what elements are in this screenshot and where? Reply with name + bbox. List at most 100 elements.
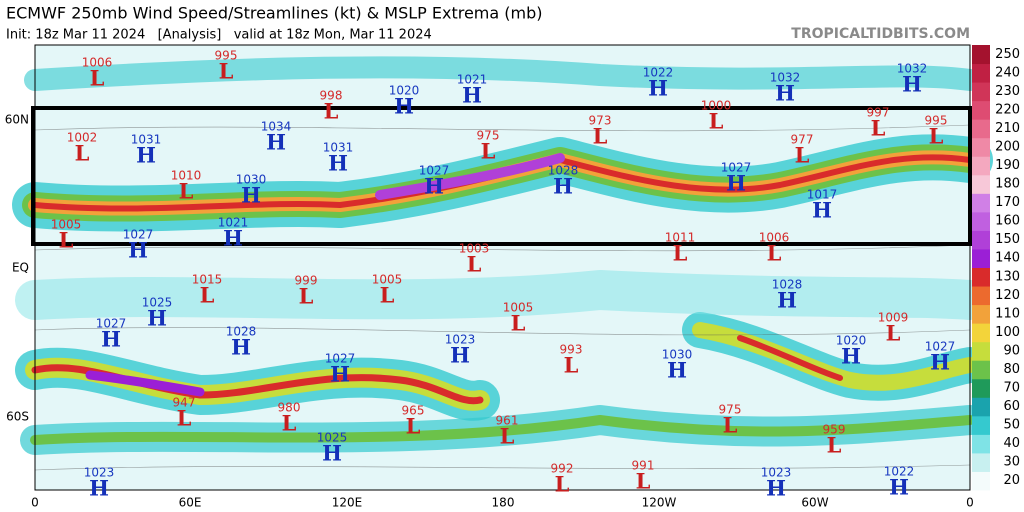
low-marker: L [467,252,482,277]
low-marker: L [636,469,651,494]
low-marker: L [827,433,842,458]
high-marker: H [147,306,167,331]
center-pressure: 991 [632,459,655,473]
high-marker: H [726,171,746,196]
colorbar-label: 100 [995,325,1020,340]
low-marker: L [795,143,810,168]
colorbar-swatch [972,156,990,176]
map-background [12,44,993,491]
low-marker: L [564,353,579,378]
low-marker: L [555,472,570,497]
colorbar-label: 150 [995,232,1020,247]
high-marker: H [777,288,797,313]
colorbar-label: 140 [995,251,1020,266]
center-pressure: 975 [477,129,500,143]
center-pressure: 1005 [51,218,82,232]
lon-label: 120E [332,496,363,510]
center-pressure: 1027 [123,228,154,242]
center-pressure: 1023 [445,333,476,347]
colorbar-swatch [972,137,990,157]
lon-label: 60E [179,496,202,510]
low-marker: L [481,139,496,164]
high-marker: H [241,183,261,208]
center-pressure: 1031 [131,133,162,147]
high-marker: H [462,83,482,108]
center-pressure: 1021 [457,73,488,87]
high-marker: H [648,76,668,101]
subtitle: Init: 18z Mar 11 2024 [Analysis] valid a… [6,28,432,43]
colorbar-swatch [972,211,990,231]
center-pressure: 995 [925,114,948,128]
colorbar-label: 90 [1003,343,1020,358]
center-pressure: 975 [719,403,742,417]
low-marker: L [75,141,90,166]
colorbar-swatch [972,323,990,343]
colorbar-label: 190 [995,158,1020,173]
center-pressure: 1028 [226,325,257,339]
center-pressure: 1020 [389,84,420,98]
center-pressure: 1025 [142,296,173,310]
low-marker: L [299,284,314,309]
center-pressure: 1032 [770,71,801,85]
colorbar-swatch [972,63,990,83]
colorbar-label: 40 [1003,436,1020,451]
lon-label: 180 [492,496,515,510]
colorbar-label: 60 [1003,399,1020,414]
low-marker: L [673,241,688,266]
colorbar-label: 50 [1003,418,1020,433]
high-marker: H [128,238,148,263]
colorbar-label: 230 [995,84,1020,99]
colorbar-swatch [972,471,990,491]
center-pressure: 1011 [665,231,696,245]
center-pressure: 1028 [548,164,579,178]
center-pressure: 993 [560,343,583,357]
center-pressure: 1027 [925,340,956,354]
center-pressure: 1027 [419,164,450,178]
lat-label: 60S [6,410,29,424]
lat-label: 60N [5,113,29,127]
low-marker: L [929,124,944,149]
center-pressure: 995 [215,49,238,63]
high-marker: H [450,343,470,368]
center-pressure: 1020 [836,334,867,348]
center-pressure: 1021 [218,216,249,230]
center-pressure: 1027 [325,352,356,366]
colorbar-label: 80 [1003,362,1020,377]
center-pressure: 1027 [96,317,127,331]
colorbar-label: 180 [995,177,1020,192]
center-pressure: 1000 [701,99,732,113]
center-pressure: 1022 [884,465,915,479]
high-marker: H [394,94,414,119]
center-pressure: 1031 [323,141,354,155]
colorbar-swatch [972,45,990,65]
colorbar-label: 220 [995,102,1020,117]
center-pressure: 961 [496,414,519,428]
center-pressure: 973 [589,114,612,128]
high-marker: H [841,344,861,369]
colorbar-label: 170 [995,195,1020,210]
center-pressure: 1022 [643,66,674,80]
high-marker: H [902,72,922,97]
center-pressure: 959 [823,423,846,437]
colorbar-swatch [972,82,990,102]
center-pressure: 1002 [67,131,98,145]
colorbar-label: 130 [995,269,1020,284]
lon-label: 60W [801,496,828,510]
low-marker: L [767,241,782,266]
colorbar-swatch [972,360,990,380]
low-marker: L [59,228,74,253]
center-pressure: 1005 [372,273,403,287]
low-marker: L [324,99,339,124]
low-marker: L [179,179,194,204]
center-pressure: 999 [295,274,318,288]
low-marker: L [406,414,421,439]
colorbar-swatch [972,230,990,250]
colorbar-swatch [972,174,990,194]
center-pressure: 1032 [897,62,928,76]
low-marker: L [709,109,724,134]
center-pressure: 1003 [459,242,490,256]
center-pressure: 1034 [261,120,292,134]
center-pressure: 992 [551,462,574,476]
center-pressure: 1005 [503,301,534,315]
colorbar-swatch [972,378,990,398]
